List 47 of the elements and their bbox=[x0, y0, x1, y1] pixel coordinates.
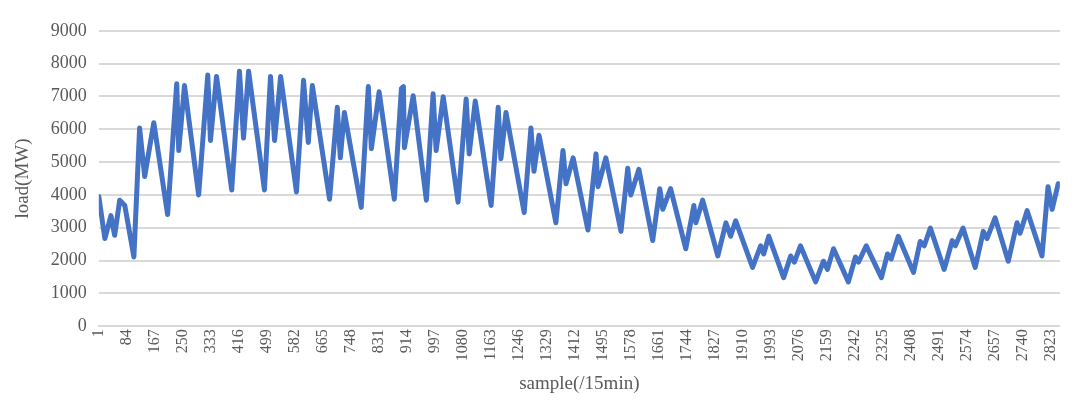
x-tick-label: 2242 bbox=[844, 329, 862, 362]
x-tick-label: 250 bbox=[173, 329, 190, 354]
x-tick-label: 167 bbox=[145, 329, 162, 354]
x-tick-label: 1744 bbox=[676, 329, 694, 362]
x-axis-title: sample(/15min) bbox=[519, 371, 640, 394]
x-tick-label: 1246 bbox=[508, 329, 526, 362]
y-tick-label: 2000 bbox=[50, 249, 87, 270]
x-tick-label: 84 bbox=[117, 329, 134, 346]
x-tick-label: 2491 bbox=[928, 329, 946, 362]
y-tick-label: 0 bbox=[77, 314, 87, 335]
x-tick-label: 1993 bbox=[760, 329, 778, 362]
x-tick-label: 914 bbox=[396, 329, 414, 354]
x-tick-label: 2076 bbox=[788, 329, 806, 362]
x-tick-label: 416 bbox=[229, 329, 246, 354]
x-tick-label: 1578 bbox=[620, 329, 638, 362]
x-tick-label: 2823 bbox=[1040, 329, 1058, 362]
y-tick-label: 8000 bbox=[50, 52, 87, 73]
x-tick-label: 1080 bbox=[452, 329, 470, 362]
y-tick-label: 7000 bbox=[50, 85, 87, 106]
x-tick-label: 665 bbox=[312, 329, 330, 354]
x-tick-label: 2159 bbox=[816, 329, 834, 362]
x-tick-label: 2740 bbox=[1012, 329, 1030, 362]
y-tick-label: 3000 bbox=[50, 216, 87, 237]
x-tick-label: 1910 bbox=[732, 329, 750, 362]
y-tick-label: 5000 bbox=[50, 150, 87, 171]
x-tick-label: 997 bbox=[424, 329, 442, 354]
y-tick-label: 9000 bbox=[50, 19, 87, 40]
x-tick-label: 582 bbox=[285, 329, 302, 354]
y-tick-label: 1000 bbox=[50, 282, 87, 303]
x-tick-label: 1163 bbox=[480, 329, 498, 361]
x-tick-label: 2408 bbox=[900, 329, 918, 362]
x-tick-label: 1 bbox=[89, 329, 106, 338]
x-tick-label: 1329 bbox=[536, 329, 554, 362]
x-tick-label: 2574 bbox=[956, 329, 974, 362]
y-tick-label: 6000 bbox=[50, 118, 87, 138]
y-tick-label: 4000 bbox=[50, 183, 87, 204]
x-tick-label: 1827 bbox=[704, 329, 722, 362]
x-tick-label: 1495 bbox=[592, 329, 610, 362]
x-tick-label: 748 bbox=[340, 329, 358, 354]
x-tick-label: 2657 bbox=[984, 329, 1002, 362]
x-tick-label: 831 bbox=[368, 329, 386, 354]
x-tick-label: 1661 bbox=[648, 329, 666, 362]
y-axis-title: load(MW) bbox=[11, 138, 34, 219]
x-tick-label: 499 bbox=[257, 329, 274, 354]
x-tick-label: 333 bbox=[201, 329, 218, 354]
x-tick-label: 2325 bbox=[872, 329, 890, 362]
x-tick-label: 1412 bbox=[564, 329, 582, 362]
